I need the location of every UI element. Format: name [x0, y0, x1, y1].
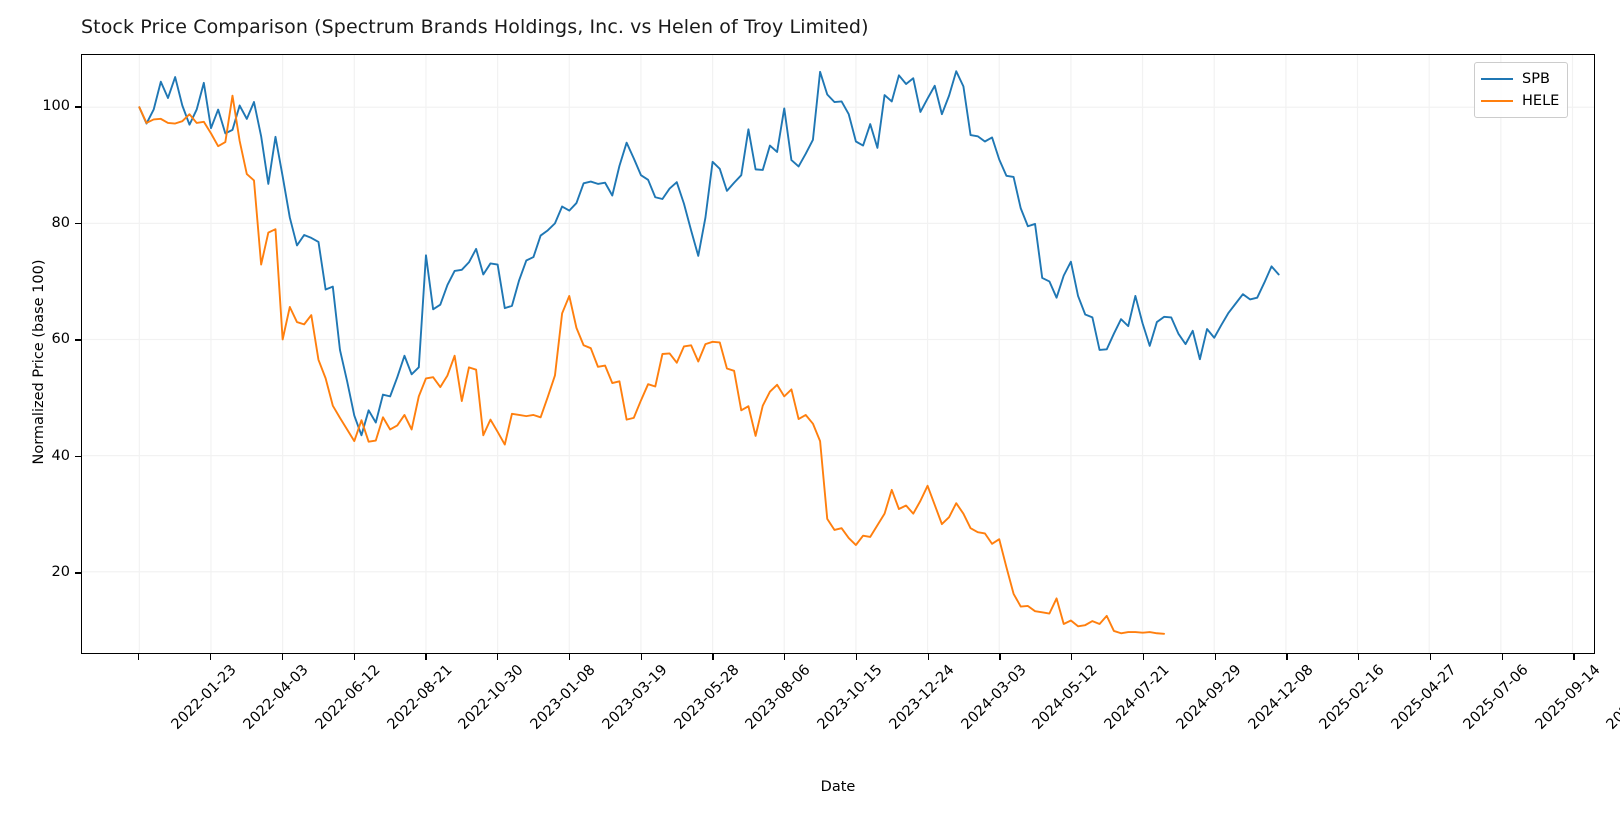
y-tick-mark-3	[75, 222, 81, 225]
x-tick-label-5: 2023-01-08	[527, 662, 599, 733]
y-tick-mark-0	[75, 572, 81, 574]
legend-item-hele[interactable]: HELE	[1481, 90, 1559, 112]
y-tick-label-1: 40	[51, 447, 70, 464]
y-tick-label-3: 80	[51, 214, 70, 231]
x-tick-label-13: 2024-07-21	[1101, 662, 1173, 733]
legend-label-spb: SPB	[1522, 71, 1550, 87]
x-tick-label-17: 2025-04-27	[1388, 662, 1460, 733]
x-tick-label-6: 2023-03-19	[599, 662, 671, 733]
x-tick-label-9: 2023-10-15	[814, 662, 886, 733]
plot-area	[81, 54, 1595, 654]
x-tick-mark-9	[784, 654, 786, 660]
x-tick-mark-12	[999, 654, 1001, 660]
x-tick-label-0: 2022-01-23	[169, 662, 240, 733]
x-tick-mark-7	[640, 654, 642, 660]
x-axis-tick-labels: 2022-01-23 2022-04-03 2022-06-12 2022-08-21…	[81, 662, 1620, 772]
x-tick-label-19: 2025-09-14	[1532, 662, 1604, 733]
x-tick-mark-2	[281, 654, 283, 660]
y-tick-label-0: 20	[51, 564, 70, 581]
legend-label-hele: HELE	[1522, 93, 1560, 109]
x-tick-label-15: 2024-12-08	[1245, 662, 1317, 733]
x-tick-mark-4	[425, 654, 427, 660]
x-tick-mark-5	[497, 654, 499, 660]
legend-swatch-hele	[1481, 99, 1513, 103]
series-line-spb	[138, 70, 1280, 437]
x-tick-label-12: 2024-05-12	[1030, 662, 1102, 733]
x-tick-label-14: 2024-09-29	[1173, 662, 1245, 733]
x-tick-label-8: 2023-08-06	[743, 662, 815, 733]
x-tick-mark-19	[1501, 654, 1503, 660]
y-tick-mark-4	[75, 106, 81, 108]
x-tick-label-1: 2022-04-03	[240, 662, 312, 733]
x-tick-label-3: 2022-08-21	[384, 662, 456, 733]
x-tick-mark-6	[568, 654, 571, 660]
x-tick-label-20: 2025-11-23	[1604, 662, 1620, 733]
y-axis-tick-labels: 20 40 60 80 100	[30, 54, 70, 654]
y-tick-mark-2	[75, 339, 81, 341]
x-tick-mark-18	[1429, 654, 1432, 660]
x-tick-label-10: 2023-12-24	[886, 662, 958, 733]
x-tick-mark-16	[1286, 654, 1288, 660]
x-tick-mark-0	[138, 654, 140, 660]
y-tick-mark-1	[75, 455, 81, 458]
x-tick-mark-1	[210, 654, 212, 660]
x-axis-label: Date	[820, 779, 856, 795]
x-tick-label-7: 2023-05-28	[671, 662, 743, 733]
legend-item-spb[interactable]: SPB	[1481, 68, 1559, 90]
x-tick-mark-3	[353, 654, 355, 660]
legend-swatch-spb	[1481, 77, 1513, 81]
y-tick-label-4: 100	[42, 98, 70, 115]
x-tick-label-16: 2025-02-16	[1317, 662, 1389, 733]
x-tick-label-11: 2024-03-03	[958, 662, 1030, 733]
chart-legend: SPB HELE	[1474, 62, 1569, 118]
x-tick-label-18: 2025-07-06	[1460, 662, 1532, 733]
y-axis-tick-marks	[74, 54, 81, 654]
x-tick-mark-20	[1573, 654, 1575, 660]
x-tick-label-2: 2022-06-12	[312, 662, 384, 733]
x-axis-tick-marks	[81, 654, 1595, 661]
x-tick-mark-11	[927, 654, 929, 660]
x-tick-mark-13	[1071, 654, 1073, 660]
plot-svg	[82, 55, 1594, 653]
y-axis-label: Normalized Price (base 100)	[31, 259, 47, 465]
x-tick-mark-15	[1214, 654, 1216, 660]
series-lines	[138, 70, 1280, 635]
x-tick-mark-17	[1358, 654, 1360, 660]
chart-title: Stock Price Comparison (Spectrum Brands …	[81, 16, 869, 38]
series-line-hele	[138, 94, 1165, 635]
grid-lines	[82, 55, 1594, 653]
x-tick-mark-14	[1142, 654, 1145, 660]
x-tick-label-4: 2022-10-30	[456, 662, 528, 733]
x-tick-mark-8	[712, 654, 714, 660]
y-tick-label-2: 60	[51, 331, 70, 348]
x-tick-mark-10	[855, 654, 858, 660]
